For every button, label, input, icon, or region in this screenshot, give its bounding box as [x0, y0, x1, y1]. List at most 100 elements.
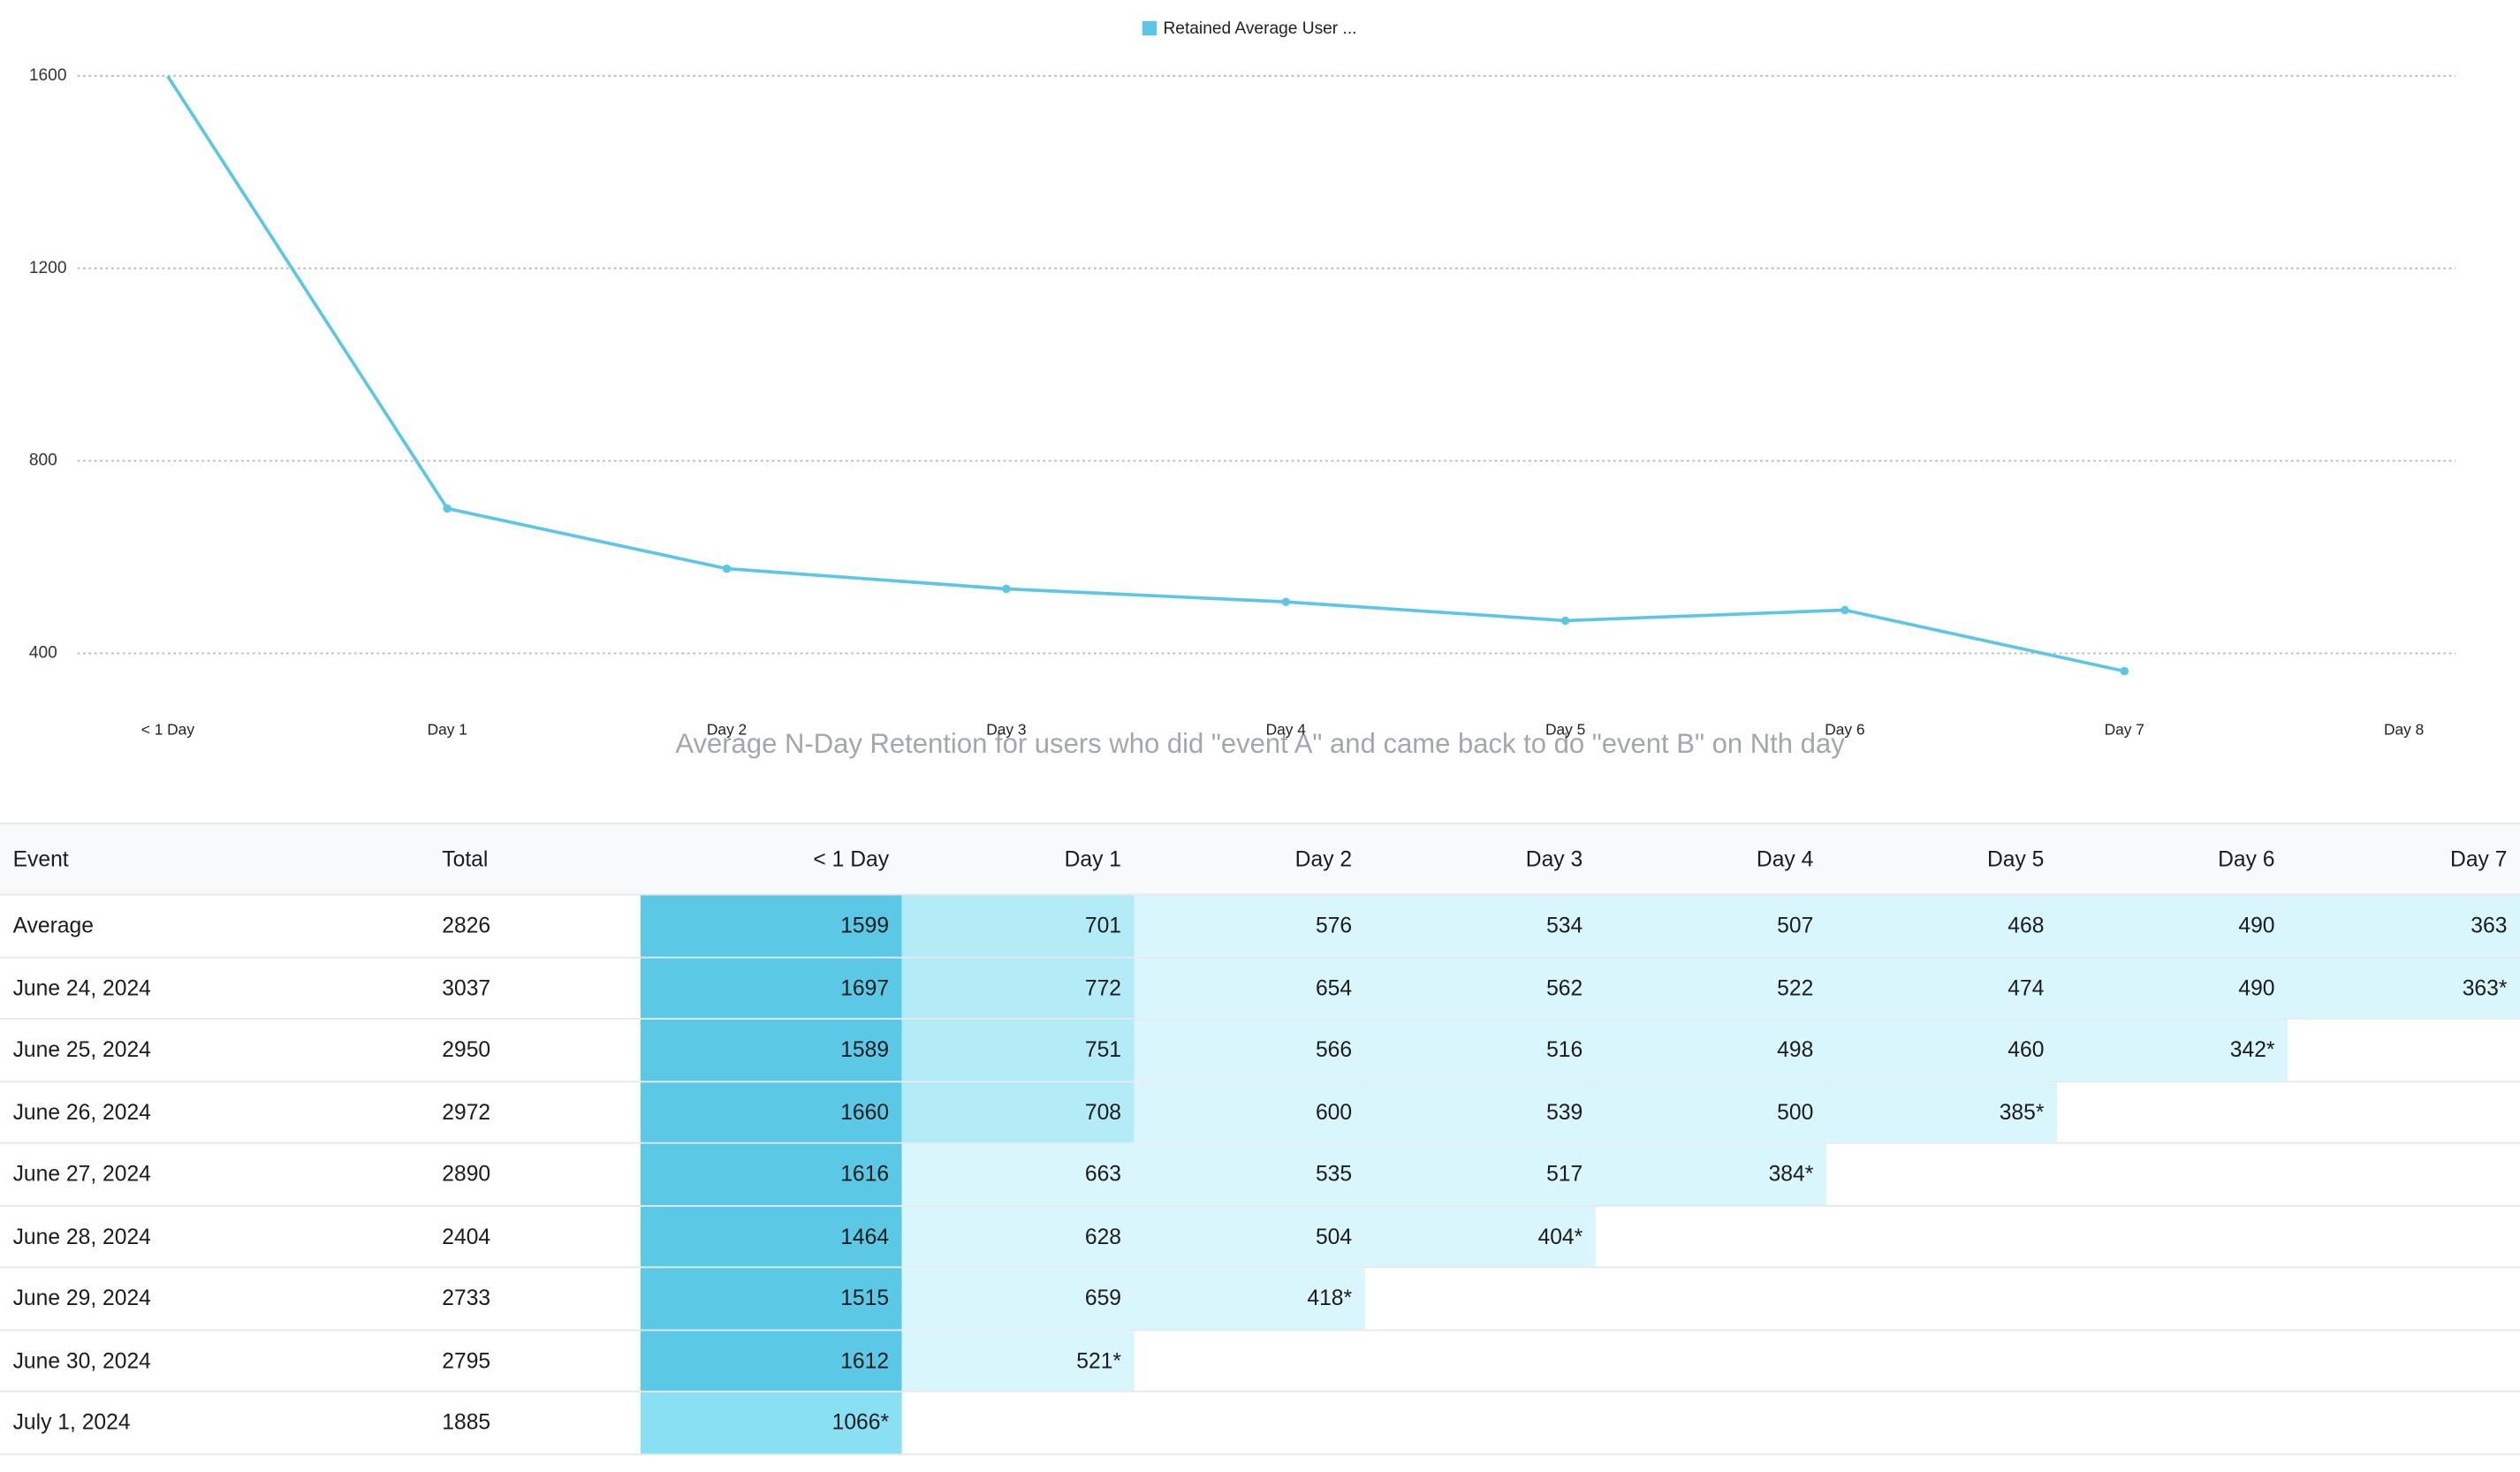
- value-cell: 535: [1134, 1143, 1365, 1205]
- legend-label: Retained Average User ...: [1163, 19, 1356, 38]
- value-cell: 522: [1595, 957, 1826, 1019]
- value-cell: 404*: [1364, 1205, 1596, 1267]
- data-point: [722, 564, 732, 573]
- x-tick-label: Day 7: [2105, 721, 2144, 739]
- label-cell: 2890: [442, 1162, 491, 1187]
- y-tick-label: 400: [29, 644, 57, 663]
- label-cell: June 27, 2024: [12, 1162, 151, 1187]
- label-cell: 2826: [442, 913, 491, 938]
- data-point: [2120, 666, 2129, 676]
- chart-title: Average N-Day Retention for users who di…: [675, 728, 1845, 759]
- header-cell: Day 5: [1986, 846, 2045, 871]
- value-cell: 504: [1134, 1205, 1365, 1267]
- value-cell: 363: [2288, 895, 2520, 956]
- y-tick-label: 1600: [29, 66, 67, 85]
- label-cell: 3037: [442, 975, 491, 1000]
- data-point: [443, 504, 452, 513]
- table-row: June 28, 2024 2404 1464 628 504 404*: [0, 1205, 2520, 1269]
- value-cell: 384*: [1595, 1143, 1826, 1205]
- x-tick-label: Day 4: [1266, 721, 1307, 739]
- label-cell: June 30, 2024: [12, 1347, 151, 1373]
- value-cell: 418*: [1134, 1268, 1365, 1329]
- value-cell: 1616: [640, 1143, 902, 1205]
- value-cell: 468: [1825, 895, 2058, 956]
- table-row: June 29, 2024 2733 1515 659 418*: [0, 1268, 2520, 1331]
- data-point: [1002, 584, 1011, 594]
- label-cell: June 29, 2024: [12, 1286, 151, 1311]
- value-cell: 516: [1364, 1019, 1596, 1081]
- data-point: [1841, 605, 1849, 615]
- header-cell: < 1 Day: [813, 846, 890, 871]
- value-cell: 654: [1134, 957, 1365, 1019]
- value-cell: 363*: [2288, 957, 2520, 1019]
- header-cell: Day 1: [1064, 846, 1122, 871]
- data-line: [166, 75, 2125, 673]
- header-cell: Day 3: [1525, 846, 1583, 871]
- value-cell: 517: [1364, 1143, 1596, 1205]
- value-cell: 663: [901, 1143, 1135, 1205]
- table-row: June 24, 2024 3037 1697 772 654 562 522 474 490 3…: [0, 957, 2520, 1020]
- y-tick-label: 800: [29, 451, 57, 470]
- value-cell: 772: [901, 957, 1135, 1019]
- label-cell: June 28, 2024: [12, 1224, 151, 1248]
- value-cell: 1660: [640, 1081, 902, 1142]
- value-cell: 460: [1825, 1019, 2058, 1081]
- table-row: June 26, 2024 2972 1660 708 600 539 500 385*: [0, 1081, 2520, 1144]
- header-cell: Event: [12, 846, 69, 871]
- label-cell: June 26, 2024: [12, 1099, 151, 1125]
- header-cell: Day 2: [1294, 846, 1353, 871]
- value-cell: 1066*: [640, 1392, 902, 1453]
- data-point: [1281, 597, 1290, 606]
- value-cell: 521*: [901, 1330, 1135, 1391]
- value-cell: 751: [901, 1019, 1135, 1081]
- x-tick-label: Day 8: [2384, 721, 2424, 739]
- value-cell: 385*: [1825, 1081, 2058, 1142]
- value-cell: 500: [1595, 1081, 1826, 1142]
- header-cell: Day 6: [2218, 846, 2275, 871]
- table-row: July 1, 2024 1885 1066*: [0, 1392, 2520, 1455]
- value-cell: 659: [901, 1268, 1135, 1329]
- header-cell: Total: [442, 846, 489, 871]
- header-row: Event Total < 1 Day Day 1 Day 2 Day 3 Day 4 Day…: [0, 823, 2520, 896]
- x-tick-label: Day 5: [1545, 721, 1585, 739]
- label-cell: 2950: [442, 1037, 491, 1062]
- y-tick-label: 1200: [29, 259, 67, 277]
- value-cell: 1464: [640, 1205, 902, 1267]
- value-cell: 701: [901, 895, 1135, 956]
- value-cell: 342*: [2057, 1019, 2288, 1081]
- value-cell: 507: [1595, 895, 1826, 956]
- value-cell: 1599: [640, 895, 902, 956]
- value-cell: 490: [2057, 895, 2288, 956]
- value-cell: 534: [1364, 895, 1596, 956]
- value-cell: 562: [1364, 957, 1596, 1019]
- table-row: Average 2826 1599 701 576 534 507 468 490 363: [0, 895, 2520, 958]
- value-cell: 600: [1134, 1081, 1365, 1142]
- x-tick-label: Day 3: [986, 721, 1026, 739]
- chart: Average N-Day Retention for users who di…: [29, 19, 2456, 759]
- value-cell: 1697: [640, 957, 902, 1019]
- table-row: June 25, 2024 2950 1589 751 566 516 498 460 342*: [0, 1019, 2520, 1082]
- label-cell: Average: [12, 913, 94, 938]
- label-cell: 2795: [442, 1347, 491, 1373]
- label-cell: June 24, 2024: [12, 975, 151, 1000]
- x-tick-label: < 1 Day: [141, 721, 195, 739]
- header-cell: Day 4: [1756, 846, 1814, 871]
- data-point: [1560, 616, 1570, 626]
- value-cell: 628: [901, 1205, 1135, 1267]
- value-cell: 498: [1595, 1019, 1826, 1081]
- table-row: June 30, 2024 2795 1612 521*: [0, 1330, 2520, 1392]
- x-tick-label: Day 6: [1825, 721, 1864, 739]
- header-cell: Day 7: [2450, 846, 2508, 871]
- value-cell: 474: [1825, 957, 2058, 1019]
- label-cell: 1885: [442, 1410, 491, 1435]
- label-cell: June 25, 2024: [12, 1037, 151, 1062]
- value-cell: 539: [1364, 1081, 1596, 1142]
- value-cell: 490: [2057, 957, 2288, 1019]
- x-tick-label: Day 2: [707, 721, 747, 739]
- value-cell: 576: [1134, 895, 1365, 956]
- value-cell: 1589: [640, 1019, 902, 1081]
- label-cell: 2733: [442, 1286, 491, 1311]
- table-row: June 27, 2024 2890 1616 663 535 517 384*: [0, 1143, 2520, 1206]
- value-cell: 566: [1134, 1019, 1365, 1081]
